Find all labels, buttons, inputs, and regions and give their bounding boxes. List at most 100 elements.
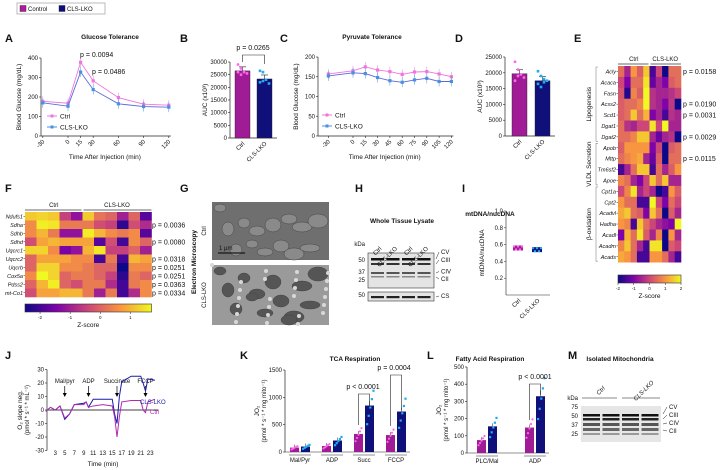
kda-value: 50 [358, 293, 365, 299]
data-point [142, 104, 146, 109]
y-tick-label: 100 [28, 115, 39, 121]
heatmap-cell [618, 131, 625, 143]
p-value: p = 0.0031 [683, 113, 716, 120]
p-value: p = 0.0265 [236, 45, 269, 52]
mitochondrion [291, 221, 313, 233]
data-point [386, 440, 389, 443]
band [583, 428, 600, 431]
heatmap-cell [649, 109, 657, 121]
panel-letter: M [568, 350, 577, 362]
vacuole [296, 322, 300, 326]
heatmap-cell [59, 220, 72, 230]
x-tick-label: Ctrl [236, 141, 247, 152]
data-point [328, 442, 331, 446]
kda-value: 25 [571, 432, 578, 438]
row-label: Acly [605, 69, 618, 75]
heatmap-cell [36, 246, 49, 255]
data-point [539, 246, 543, 250]
x-tick-label: 21 [137, 451, 144, 457]
scale-label: 1 µm [219, 246, 232, 252]
bar-CLS-LKO [256, 78, 273, 139]
heatmap-cell [668, 120, 675, 132]
heatmap-cell [48, 271, 60, 281]
heatmap-cell [649, 196, 657, 208]
heatmap-cell [618, 98, 625, 110]
heatmap-cell [674, 196, 682, 208]
data-point [296, 445, 299, 448]
row-label: Pdss2 [8, 282, 23, 288]
vacuole [235, 312, 239, 316]
heatmap-cell [618, 185, 625, 198]
heatmap-cell [82, 220, 95, 230]
data-point [239, 73, 243, 77]
heatmap-cell [649, 120, 657, 132]
heatmap-cell [94, 288, 106, 298]
heatmap-cell [71, 229, 83, 238]
heatmap-cell [71, 263, 83, 272]
heatmap-cell [662, 185, 669, 198]
vacuole [237, 296, 241, 300]
heatmap-cell [624, 76, 631, 89]
band [371, 272, 384, 274]
y-tick-label: 200 [28, 95, 39, 101]
panel-letter: G [180, 183, 189, 195]
heatmap-cell [668, 240, 675, 252]
C-y-label: Blood Glucose (mg/dL) [293, 63, 300, 129]
heatmap-cell [94, 237, 106, 247]
heatmap-cell [36, 220, 49, 230]
data-point [258, 69, 262, 73]
mitochondrion [237, 217, 251, 229]
row-label: Apoe [602, 178, 616, 184]
data-point [376, 68, 380, 72]
heatmap-cell [649, 251, 657, 263]
heatmap-cell [662, 240, 669, 252]
heatmap-cell [71, 271, 83, 281]
data-point [389, 434, 392, 437]
heatmap-cell [643, 120, 650, 132]
heatmap-cell [94, 280, 106, 289]
band [417, 263, 431, 265]
mitochondrion [245, 292, 259, 302]
band [417, 276, 431, 278]
heatmap-cell [643, 218, 650, 230]
y-tick-label: 300 [454, 399, 465, 405]
kda-value: 75 [571, 405, 578, 411]
vacuole [210, 263, 214, 267]
band [371, 276, 384, 278]
heatmap-cell [618, 240, 625, 252]
p-value: p = 0.0158 [683, 69, 716, 76]
heatmap-cell [82, 254, 95, 264]
heatmap-cell [662, 98, 669, 110]
data-point [41, 101, 45, 105]
data-point [412, 78, 417, 82]
heatmap-cell [655, 196, 663, 208]
heatmap-cell [25, 263, 37, 272]
I-y-label: mtDNA/nucDNA [479, 229, 486, 277]
heatmap-cell [630, 142, 638, 154]
significance-bracket [242, 54, 265, 64]
x-category-label: FCCP [388, 458, 404, 464]
heatmap-cell [643, 142, 650, 154]
heatmap-cell [94, 263, 106, 272]
data-point [305, 445, 308, 448]
row-label: Acaca [600, 80, 616, 86]
row-label: mt-Co1 [5, 291, 23, 297]
heatmap-cell [59, 280, 72, 289]
data-point [236, 63, 240, 66]
heatmap-cell [140, 220, 152, 230]
heatmap-cell [649, 185, 657, 198]
p-value: p = 0.0094 [80, 52, 113, 59]
heatmap-cell [636, 76, 644, 89]
heatmap-cell [662, 175, 669, 187]
legend-label: CLS-LKO [60, 125, 88, 132]
vacuole [239, 280, 243, 284]
row-label: Apob [602, 146, 616, 152]
data-point [539, 74, 543, 78]
y-tick-label: 200 [454, 417, 465, 423]
mitochondrion [299, 243, 321, 253]
x-tick-label: 90 [138, 139, 147, 148]
heatmap-cell [618, 207, 625, 219]
heatmap-cell [140, 212, 152, 221]
mitochondrion [256, 247, 274, 257]
mean-box [532, 247, 542, 253]
